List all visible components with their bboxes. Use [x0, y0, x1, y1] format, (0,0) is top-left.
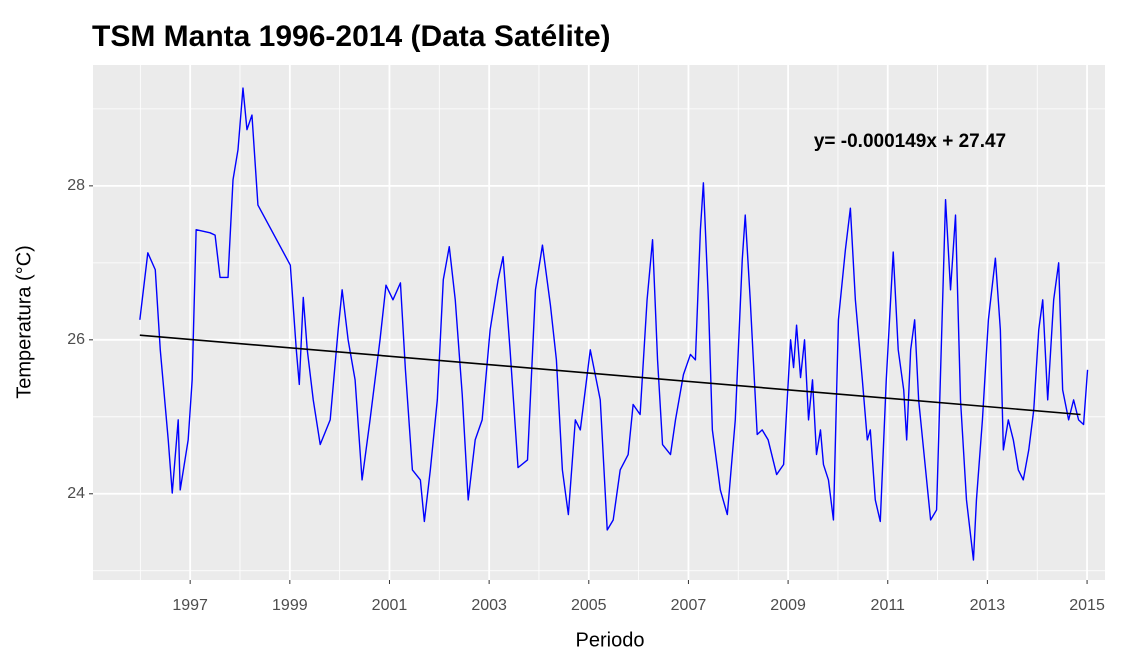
x-tick-label: 2007: [671, 597, 707, 614]
x-tick-label: 2013: [970, 597, 1006, 614]
x-tick-label: 1997: [172, 597, 208, 614]
x-tick-label: 2015: [1069, 597, 1105, 614]
x-tick-label: 2003: [471, 597, 507, 614]
line-series: [139, 334, 1081, 416]
grid: [93, 65, 1105, 580]
x-tick-label: 1999: [272, 597, 308, 614]
x-tick-label: 2005: [571, 597, 607, 614]
chart-title: TSM Manta 1996-2014 (Data Satélite): [92, 20, 611, 53]
x-tick-label: 2001: [372, 597, 408, 614]
y-axis-label: Temperatura (°C): [13, 245, 35, 399]
x-tick-label: 2011: [871, 597, 906, 614]
marks: [139, 87, 1089, 561]
y-tick-label: 26: [67, 331, 85, 348]
annotation: y= -0.000149x + 27.47: [814, 131, 1006, 152]
x-tick-label: 2009: [770, 597, 806, 614]
y-tick-label: 24: [67, 485, 85, 502]
x-axis-label: Periodo: [576, 629, 645, 651]
line-series: [139, 87, 1089, 561]
y-tick-label: 28: [67, 177, 85, 194]
